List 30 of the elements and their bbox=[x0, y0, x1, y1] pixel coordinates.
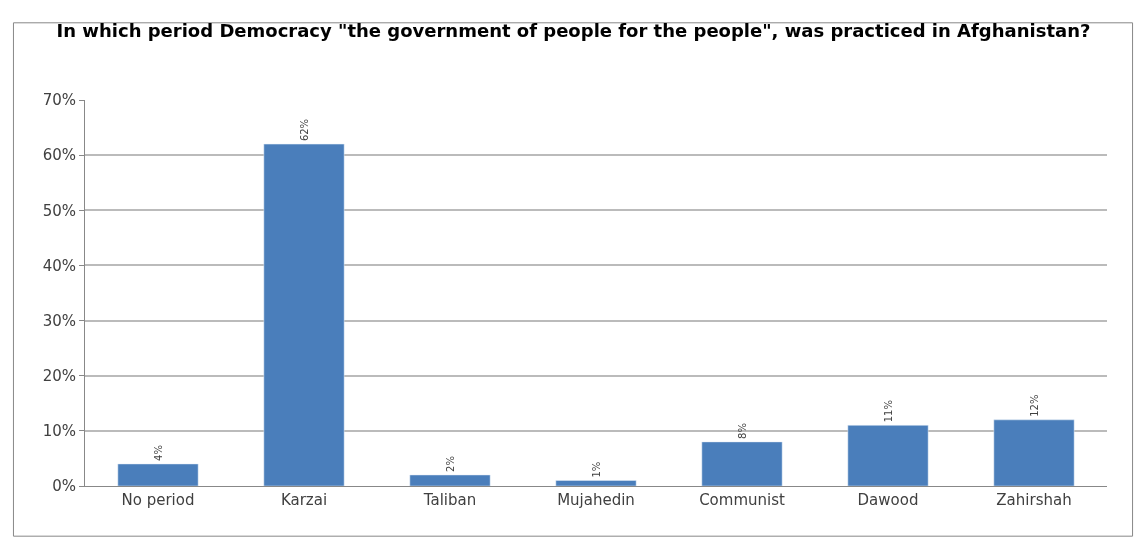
bar bbox=[409, 474, 491, 486]
bar bbox=[847, 425, 929, 486]
data-label: 62% bbox=[298, 118, 310, 142]
x-tick-label: Taliban bbox=[422, 491, 477, 509]
bar bbox=[263, 143, 345, 486]
x-tick-label: Mujahedin bbox=[557, 491, 635, 509]
x-tick-label: Zahirshah bbox=[996, 491, 1072, 509]
data-label: 1% bbox=[590, 461, 602, 478]
x-tick-label: No period bbox=[121, 491, 195, 509]
y-tick-label: 30% bbox=[42, 311, 76, 330]
bar bbox=[993, 419, 1075, 486]
bar bbox=[555, 480, 637, 486]
x-tick-label: Dawood bbox=[857, 491, 919, 509]
y-tick-label: 10% bbox=[42, 422, 76, 441]
data-label: 2% bbox=[444, 456, 456, 472]
y-tick-label: 70% bbox=[42, 91, 76, 110]
chart-title: In which period Democracy "the government of people for the people", was practiced in Afghanistan? bbox=[56, 20, 1091, 42]
y-tick-label: 0% bbox=[52, 477, 76, 496]
y-tick-label: 60% bbox=[42, 146, 76, 165]
bar bbox=[117, 463, 199, 486]
y-tick-label: 50% bbox=[42, 201, 76, 220]
y-tick-label: 20% bbox=[42, 366, 76, 385]
x-tick-label: Karzai bbox=[280, 491, 328, 509]
y-tick-label: 40% bbox=[42, 256, 76, 275]
data-label: 8% bbox=[736, 423, 748, 439]
x-tick-label: Communist bbox=[699, 491, 785, 509]
data-label: 4% bbox=[152, 445, 164, 461]
bar bbox=[701, 441, 783, 486]
data-label: 12% bbox=[1028, 394, 1040, 417]
data-label: 11% bbox=[882, 400, 894, 423]
